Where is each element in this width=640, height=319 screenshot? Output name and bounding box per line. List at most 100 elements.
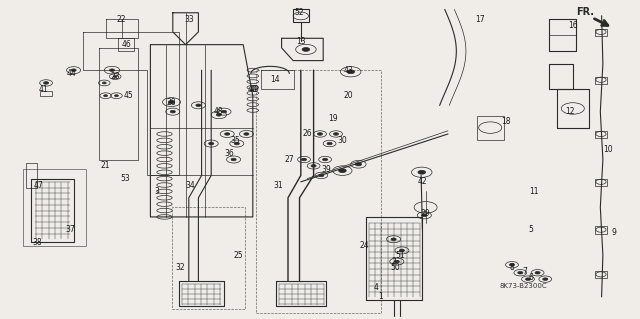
Circle shape — [196, 104, 201, 107]
Circle shape — [339, 169, 346, 173]
Text: 45: 45 — [123, 91, 133, 100]
Circle shape — [394, 260, 399, 263]
Circle shape — [302, 48, 310, 51]
Text: 24: 24 — [360, 241, 370, 250]
Text: 13: 13 — [296, 37, 306, 46]
Text: 25: 25 — [233, 251, 243, 260]
Circle shape — [216, 114, 221, 116]
Circle shape — [319, 174, 324, 177]
Text: 11: 11 — [530, 187, 539, 196]
Circle shape — [115, 95, 118, 97]
Text: 32: 32 — [175, 263, 186, 272]
Circle shape — [301, 158, 307, 161]
Text: 51: 51 — [396, 251, 406, 260]
Text: 8: 8 — [509, 263, 515, 272]
Circle shape — [311, 165, 316, 167]
Text: 29: 29 — [420, 209, 431, 218]
Circle shape — [244, 133, 249, 135]
Circle shape — [355, 163, 362, 166]
Text: 31: 31 — [273, 181, 284, 189]
Circle shape — [518, 271, 523, 274]
Text: 21: 21 — [101, 161, 110, 170]
Text: 47: 47 — [33, 181, 44, 189]
Circle shape — [225, 133, 230, 135]
Circle shape — [509, 263, 515, 266]
Circle shape — [317, 133, 323, 135]
Circle shape — [399, 249, 404, 252]
Circle shape — [168, 100, 175, 104]
Bar — [477, 116, 504, 140]
Text: 35: 35 — [230, 136, 241, 145]
Text: 1: 1 — [378, 292, 383, 301]
Circle shape — [221, 110, 227, 113]
Text: 19: 19 — [328, 114, 338, 122]
Bar — [23, 169, 86, 246]
Circle shape — [71, 69, 76, 71]
Text: 34: 34 — [186, 181, 196, 189]
Text: 17: 17 — [475, 15, 485, 24]
Text: 48: 48 — [214, 107, 224, 116]
Bar — [595, 77, 607, 84]
Circle shape — [391, 238, 396, 241]
Circle shape — [327, 142, 332, 145]
Text: 8K73-B2300C: 8K73-B2300C — [499, 283, 547, 288]
Text: 50: 50 — [390, 263, 401, 272]
Circle shape — [525, 278, 531, 280]
Text: 37: 37 — [65, 225, 76, 234]
Text: 44: 44 — [67, 69, 77, 78]
Bar — [40, 91, 52, 96]
Text: 33: 33 — [184, 15, 194, 24]
Text: 16: 16 — [568, 21, 578, 30]
Bar — [595, 131, 607, 138]
Text: 27: 27 — [284, 155, 294, 164]
Text: 20: 20 — [344, 91, 354, 100]
Bar — [595, 226, 607, 234]
Text: 40: 40 — [248, 85, 258, 94]
Circle shape — [418, 170, 426, 174]
Circle shape — [170, 110, 175, 113]
Circle shape — [347, 70, 355, 74]
Text: 14: 14 — [270, 75, 280, 84]
Bar — [595, 271, 607, 278]
Bar — [26, 163, 37, 188]
Text: 49: 49 — [250, 85, 260, 94]
Circle shape — [422, 214, 427, 217]
Text: 52: 52 — [294, 8, 305, 17]
Circle shape — [231, 158, 236, 161]
Text: 3: 3 — [154, 187, 159, 196]
Text: 12: 12 — [565, 107, 574, 116]
Circle shape — [323, 158, 328, 161]
Bar — [595, 29, 607, 36]
Circle shape — [333, 133, 339, 135]
Text: 7: 7 — [522, 267, 527, 276]
Text: 46: 46 — [122, 40, 132, 49]
Bar — [595, 179, 607, 186]
Text: 9: 9 — [612, 228, 617, 237]
Bar — [31, 179, 74, 242]
Text: 18: 18 — [501, 117, 510, 126]
Text: 23: 23 — [110, 72, 120, 81]
Text: 2: 2 — [391, 257, 396, 266]
Circle shape — [535, 271, 540, 274]
Bar — [172, 207, 245, 309]
Text: 5: 5 — [529, 225, 534, 234]
Text: 26: 26 — [302, 130, 312, 138]
Text: 36: 36 — [224, 149, 234, 158]
Circle shape — [209, 142, 214, 145]
Text: 6: 6 — [529, 273, 534, 282]
Text: 10: 10 — [603, 145, 613, 154]
Text: 41: 41 — [38, 85, 49, 94]
Circle shape — [543, 278, 548, 280]
Text: 39: 39 — [321, 165, 332, 174]
Text: 28: 28 — [167, 98, 176, 107]
Text: 4: 4 — [374, 283, 379, 292]
Circle shape — [234, 142, 239, 145]
Bar — [293, 9, 309, 22]
Circle shape — [44, 82, 49, 84]
Text: 53: 53 — [120, 174, 130, 183]
Circle shape — [104, 95, 108, 97]
Text: 38: 38 — [32, 238, 42, 247]
Bar — [256, 70, 381, 313]
Text: FR.: FR. — [576, 7, 594, 17]
Text: 22: 22 — [117, 15, 126, 24]
